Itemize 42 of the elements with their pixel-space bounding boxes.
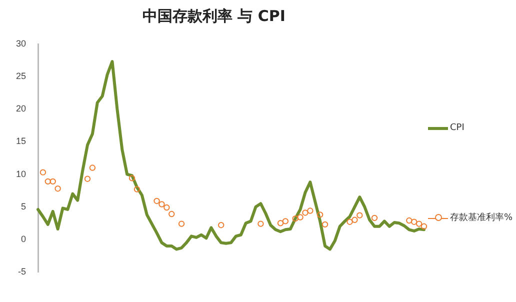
point: [258, 220, 264, 227]
point: [128, 175, 136, 182]
point: [164, 204, 170, 211]
point: [302, 210, 308, 216]
point: [89, 164, 96, 171]
y-tick-label: 5: [20, 201, 26, 212]
point: [411, 218, 418, 225]
point: [168, 210, 175, 218]
point: [406, 217, 412, 224]
point: [346, 218, 353, 225]
y-tick-label: 25: [16, 71, 26, 82]
chart-title: 中国存款利率 与 CPI: [142, 6, 286, 25]
point: [307, 208, 314, 214]
point: [322, 221, 328, 228]
legend-label: CPI: [450, 122, 466, 135]
y-tick-label: 20: [16, 104, 26, 114]
point: [356, 212, 363, 218]
point: [416, 220, 422, 227]
point: [178, 220, 185, 227]
point: [40, 169, 46, 176]
y-tick-label: -5: [18, 266, 26, 276]
y-tick-label: 10: [16, 168, 26, 179]
point: [84, 176, 91, 182]
point: [54, 186, 61, 192]
point: [134, 186, 140, 192]
point: [352, 216, 358, 223]
point: [277, 220, 284, 226]
y-tick-label: 30: [16, 38, 26, 48]
y-tick-label: 15: [16, 136, 26, 146]
point: [316, 212, 324, 218]
point: [292, 215, 298, 222]
point: [420, 223, 428, 230]
point: [282, 218, 289, 224]
point: [50, 178, 56, 185]
point: [44, 178, 52, 185]
point: [218, 222, 224, 228]
legend-label: 存款基准利率%: [450, 212, 514, 225]
point: [158, 201, 165, 208]
point: [297, 214, 304, 220]
point: [154, 198, 160, 204]
point: [371, 214, 378, 222]
y-tick-label: 0: [20, 234, 26, 244]
